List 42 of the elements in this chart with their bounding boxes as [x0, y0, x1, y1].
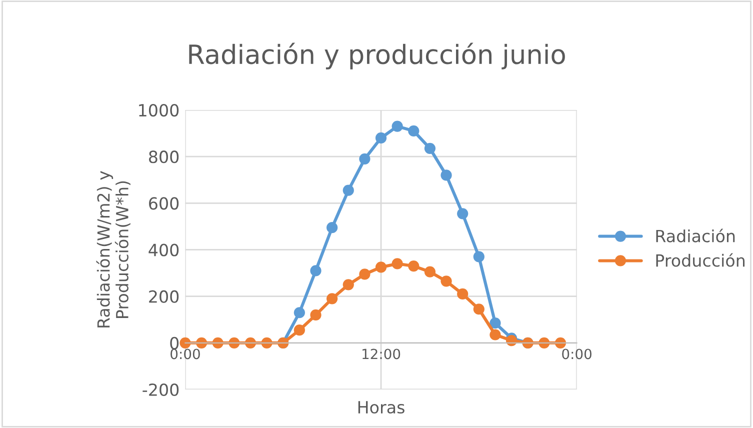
point: [457, 208, 468, 220]
y-tick-label: 1000: [139, 104, 179, 117]
point: [490, 318, 501, 329]
point: [359, 268, 370, 280]
y-tick-label: 800: [149, 150, 179, 164]
y-tick-label: 200: [149, 290, 179, 303]
point: [424, 142, 436, 154]
point: [326, 222, 338, 234]
point: [408, 260, 420, 272]
point: [440, 276, 452, 287]
point: [440, 170, 452, 181]
legend-label: Radiación: [656, 228, 735, 242]
y-tick-label: 600: [149, 197, 179, 210]
x-tick-label: 0:00: [562, 348, 592, 360]
point: [326, 293, 338, 304]
y-tick-label: 0: [170, 336, 179, 350]
y-axis-title: Radiación(W/m2) y Producción(W*h): [96, 170, 130, 328]
point: [424, 266, 436, 278]
point: [392, 258, 403, 270]
point: [342, 279, 354, 290]
point: [294, 324, 305, 336]
point: [359, 153, 370, 164]
y-tick-label: 400: [148, 244, 179, 256]
chart-title: Radiación y producción junio: [189, 42, 565, 70]
point: [310, 309, 322, 321]
point: [342, 184, 354, 196]
point: [294, 307, 305, 318]
legend-label: Producción: [656, 253, 745, 267]
point: [392, 120, 403, 132]
x-axis-title: Horas: [358, 401, 404, 414]
x-tick-label: 0:00: [170, 348, 200, 360]
point: [490, 329, 501, 340]
point: [473, 251, 484, 262]
point: [310, 265, 322, 276]
point: [375, 262, 387, 273]
point: [375, 132, 387, 144]
point: [457, 288, 468, 300]
x-tick-label: 12:00: [362, 348, 400, 360]
point: [473, 304, 484, 315]
y-tick-label: -200: [142, 383, 179, 396]
point: [408, 125, 420, 137]
point: [180, 337, 191, 348]
